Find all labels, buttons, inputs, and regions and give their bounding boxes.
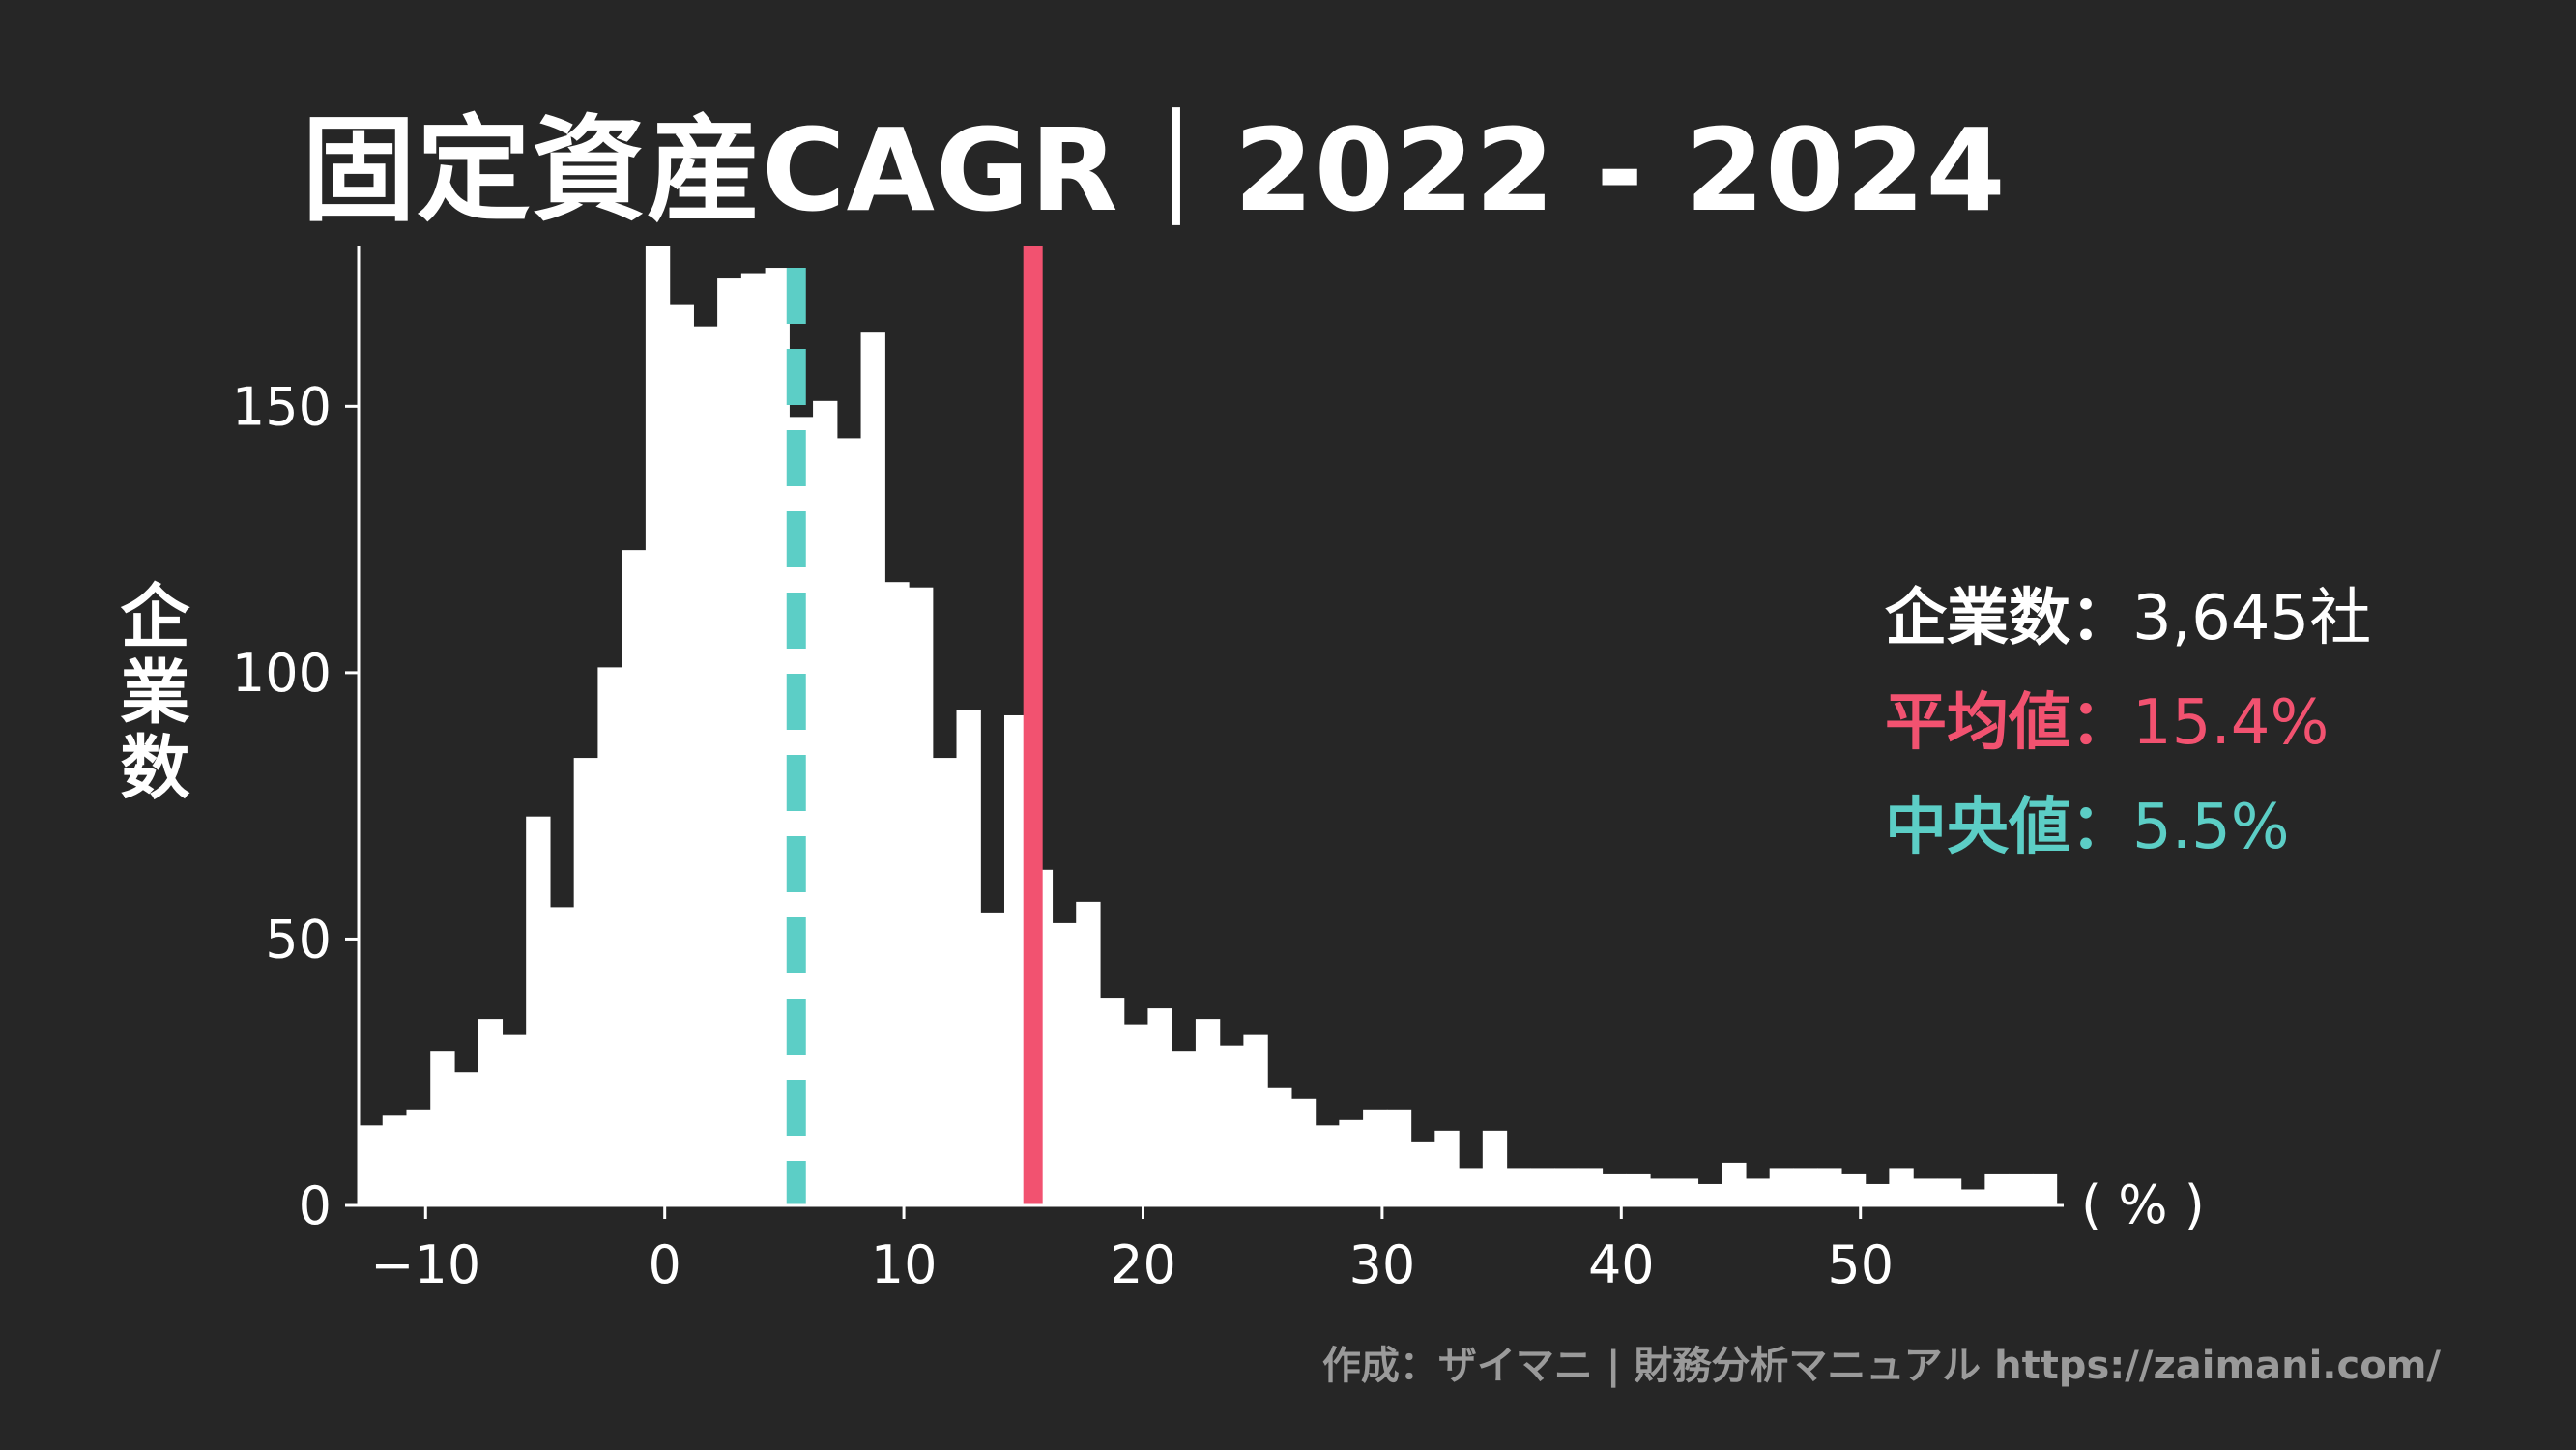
x-axis-unit-label: ( % ) (2081, 1174, 2205, 1235)
histogram-bar (860, 332, 885, 1205)
histogram-bar (1554, 1168, 1579, 1205)
stat-company-count-value: 3,645社 (2132, 583, 2372, 654)
histogram-bar (1530, 1168, 1555, 1205)
x-tick-label: −10 (370, 1234, 480, 1295)
histogram-bar (1769, 1168, 1795, 1205)
histogram-bar (1267, 1088, 1292, 1205)
histogram-bar (1793, 1168, 1818, 1205)
y-tick-label: 0 (299, 1175, 332, 1236)
histogram-bar (1936, 1178, 1962, 1205)
stat-mean-value: 15.4% (2132, 687, 2330, 759)
axes: 0 50 100 150 −10 0 10 20 30 40 50 (232, 246, 2064, 1295)
histogram-bar (1984, 1173, 2010, 1205)
histogram-bar (1577, 1168, 1604, 1205)
chart-title: 固定資産CAGR｜2022 - 2024 (302, 103, 2007, 237)
histogram-bar (622, 550, 647, 1205)
histogram-bar (932, 758, 958, 1205)
histogram-bar (1626, 1173, 1651, 1205)
histogram-bar (382, 1115, 408, 1205)
stats-panel: 企業数：3,645社 平均値：15.4% 中央値：5.5% (1885, 575, 2371, 888)
histogram-bar (430, 1051, 455, 1205)
histogram-bar (597, 667, 622, 1205)
histogram-bar (1913, 1178, 1938, 1205)
histogram-bar (909, 587, 934, 1205)
histogram-bar (1123, 1024, 1149, 1205)
histogram-bar (717, 278, 742, 1205)
histogram-bar (1339, 1119, 1364, 1205)
histogram-bar (669, 304, 694, 1205)
histogram-bar (1386, 1109, 1412, 1205)
histogram-bar (1745, 1178, 1771, 1205)
x-tick-label: 20 (1110, 1234, 1176, 1295)
stat-median: 中央値：5.5% (1885, 784, 2371, 888)
histogram-bar (1673, 1178, 1699, 1205)
stat-mean: 平均値：15.4% (1885, 680, 2371, 784)
histogram-bar (740, 273, 767, 1205)
histogram-bar (406, 1109, 431, 1205)
stat-company-count: 企業数：3,645社 (1885, 575, 2371, 680)
histogram-bar (1243, 1034, 1268, 1205)
histogram-bar (1099, 998, 1125, 1205)
histogram-bar (1459, 1168, 1484, 1205)
histogram-bar (813, 400, 838, 1205)
histogram-bar (1052, 922, 1077, 1205)
histogram-bar (836, 438, 862, 1205)
histogram-bar (1410, 1141, 1435, 1205)
histogram-bar (1817, 1168, 1842, 1205)
x-tick-label: 0 (648, 1234, 680, 1295)
histogram-bar (549, 907, 575, 1205)
histogram-bar (765, 268, 790, 1205)
histogram-bar (956, 710, 981, 1205)
histogram-bar (2009, 1173, 2034, 1205)
histogram-bar (502, 1034, 527, 1205)
histogram-bar (526, 816, 551, 1205)
stat-company-count-label: 企業数： (1885, 583, 2132, 654)
stat-median-label: 中央値： (1885, 792, 2132, 863)
x-tick-label: 10 (871, 1234, 938, 1295)
histogram-bar (1840, 1173, 1867, 1205)
histogram-bar (453, 1072, 479, 1205)
histogram-bar (980, 912, 1005, 1205)
stat-median-value: 5.5% (2132, 792, 2290, 863)
histogram-bar (693, 326, 718, 1205)
histogram-bar (1649, 1178, 1675, 1205)
x-tick-label: 40 (1588, 1234, 1655, 1295)
histogram-bar (2032, 1173, 2058, 1205)
stat-mean-label: 平均値： (1885, 687, 2132, 759)
y-tick-label: 150 (232, 376, 332, 437)
histogram-bar (1147, 1008, 1172, 1205)
histogram-bar (1960, 1189, 1985, 1205)
histogram-bar (1290, 1098, 1317, 1205)
histogram-bar (1722, 1162, 1747, 1205)
histogram-bar (478, 1019, 504, 1205)
histogram-bar (1482, 1130, 1508, 1205)
y-axis-label: 企業数 (108, 580, 189, 806)
histogram-bar (1602, 1173, 1627, 1205)
histogram-bar (1219, 1045, 1244, 1205)
histogram-bar (1195, 1019, 1221, 1205)
histogram-bar (359, 1125, 384, 1205)
histogram-bar (884, 582, 910, 1205)
x-tick-label: 50 (1827, 1234, 1894, 1295)
histogram-bar (1865, 1183, 1890, 1205)
histogram-bar (1506, 1168, 1531, 1205)
histogram-bar (1076, 901, 1101, 1205)
histogram-bar (1363, 1109, 1388, 1205)
histogram-bar (1172, 1051, 1197, 1205)
histogram-bar (1889, 1168, 1914, 1205)
histogram-bar (573, 758, 598, 1205)
x-tick-label: 30 (1349, 1234, 1416, 1295)
histogram-bar (1434, 1130, 1460, 1205)
y-tick-label: 50 (265, 909, 332, 970)
histogram-bars (359, 246, 2058, 1205)
histogram-bar (645, 246, 671, 1205)
y-tick-label: 100 (232, 643, 332, 704)
histogram-bar (1697, 1183, 1722, 1205)
credit-text: 作成：ザイマニ | 財務分析マニュアル https://zaimani.com/ (1321, 1344, 2441, 1388)
histogram-bar (1315, 1125, 1340, 1205)
